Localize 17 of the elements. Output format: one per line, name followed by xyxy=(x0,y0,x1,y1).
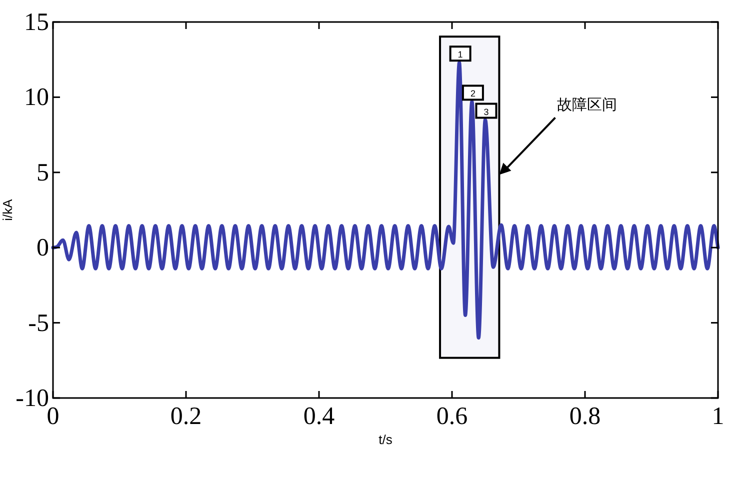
band-label: 故障区间 xyxy=(557,96,618,114)
annotation: 1 xyxy=(458,50,463,60)
x-tick-label: 1 xyxy=(712,403,724,430)
x-tick-label: 0.2 xyxy=(170,403,202,430)
y-tick-label: 10 xyxy=(24,84,49,112)
y-axis-title: i/kA xyxy=(0,198,15,221)
y-tick-label: 15 xyxy=(24,9,49,36)
x-tick-label: 0.8 xyxy=(569,403,601,430)
annotation: 3 xyxy=(484,106,489,117)
y-tick-label: -10 xyxy=(16,385,49,412)
y-tick-label: -5 xyxy=(28,310,49,337)
y-tick-label: 0 xyxy=(36,234,49,262)
annotation: 2 xyxy=(470,88,476,99)
y-tick-label: 5 xyxy=(36,159,49,186)
x-tick-label: 0.4 xyxy=(303,403,336,430)
x-axis-title: t/s xyxy=(378,432,393,447)
x-tick-label: 0.6 xyxy=(436,403,468,430)
